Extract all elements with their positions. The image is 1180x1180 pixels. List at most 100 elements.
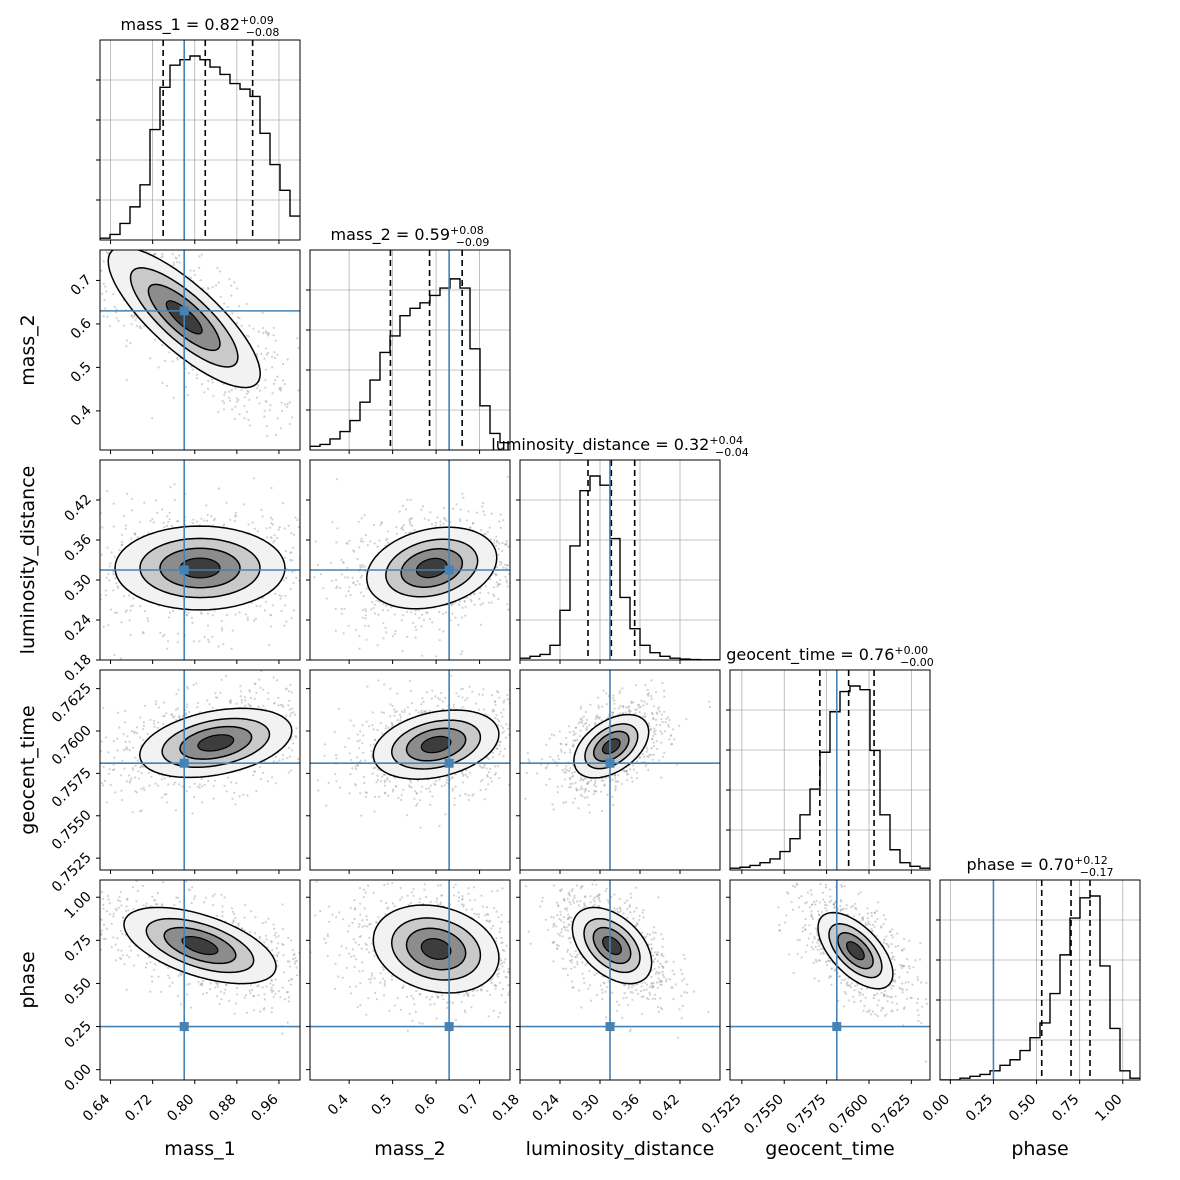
scatter-point (178, 783, 181, 786)
scatter-point (166, 515, 169, 518)
scatter-point (400, 710, 404, 713)
scatter-point (570, 775, 574, 778)
scatter-point (346, 566, 349, 569)
scatter-point (316, 623, 318, 625)
scatter-point (303, 633, 305, 635)
scatter-point (362, 776, 366, 779)
scatter-point (495, 541, 498, 544)
scatter-point (253, 682, 256, 685)
scatter-point (220, 678, 223, 681)
scatter-point (110, 551, 113, 554)
scatter-point (313, 726, 315, 728)
scatter-point (403, 711, 406, 714)
scatter-point (351, 767, 354, 770)
scatter-point (289, 551, 292, 554)
scatter-point (276, 375, 279, 378)
scatter-point (443, 507, 446, 510)
scatter-point (455, 692, 458, 695)
scatter-point (66, 185, 68, 187)
scatter-point (107, 214, 109, 216)
scatter-point (347, 590, 350, 593)
scatter-point (97, 728, 99, 730)
scatter-point (487, 601, 491, 604)
scatter-point (207, 640, 211, 643)
scatter-point (240, 701, 243, 704)
scatter-point (130, 323, 133, 326)
scatter-point (429, 784, 432, 787)
scatter-point (216, 696, 219, 699)
scatter-point (381, 732, 384, 735)
scatter-point (108, 325, 111, 328)
scatter-point (267, 332, 270, 335)
scatter-point (349, 759, 353, 762)
scatter-point (410, 517, 413, 520)
scatter-point (155, 700, 158, 703)
scatter-point (125, 609, 128, 612)
scatter-point (363, 530, 365, 532)
scatter-point (349, 593, 352, 597)
scatter-point (415, 792, 418, 795)
scatter-point (499, 560, 502, 563)
scatter-point (408, 713, 411, 716)
scatter-point (427, 519, 430, 522)
scatter-point (230, 389, 233, 392)
scatter-point (244, 704, 247, 707)
scatter-point (354, 767, 357, 771)
scatter-point (195, 682, 198, 685)
scatter-point (392, 790, 395, 793)
scatter-point (443, 516, 446, 520)
scatter-point (374, 738, 377, 742)
scatter-point (83, 206, 85, 208)
scatter-point (495, 573, 498, 576)
scatter-point (89, 549, 91, 551)
scatter-point (257, 330, 260, 333)
scatter-point (67, 229, 69, 231)
scatter-point (257, 345, 260, 348)
scatter-point (611, 795, 614, 798)
scatter-point (145, 229, 147, 231)
scatter-point (409, 531, 412, 534)
scatter-point (139, 766, 142, 769)
scatter-point (257, 705, 260, 708)
scatter-point (422, 700, 425, 703)
scatter-point (573, 797, 576, 800)
scatter-point (109, 608, 112, 611)
scatter-point (377, 679, 380, 682)
scatter-point (275, 679, 278, 682)
scatter-point (498, 583, 501, 586)
scatter-point (459, 520, 462, 523)
scatter-point (402, 788, 405, 791)
scatter-point (501, 715, 504, 718)
scatter-point (112, 768, 116, 771)
scatter-point (471, 522, 474, 525)
scatter-point (349, 719, 352, 722)
scatter-point (429, 511, 432, 514)
scatter-point (211, 614, 214, 617)
scatter-point (283, 527, 286, 530)
scatter-point (660, 741, 663, 744)
scatter-point (176, 358, 179, 361)
scatter-point (140, 772, 143, 775)
scatter-point (371, 711, 374, 714)
scatter-point (497, 691, 500, 694)
scatter-point (383, 779, 386, 782)
scatter-point (142, 631, 145, 634)
scatter-point (206, 286, 209, 289)
scatter-point (478, 693, 481, 696)
scatter-point (605, 692, 608, 695)
scatter-point (480, 529, 483, 532)
scatter-point (197, 785, 200, 788)
scatter-point (314, 754, 316, 756)
scatter-point (530, 734, 532, 736)
scatter-point (152, 253, 155, 256)
scatter-point (361, 616, 364, 619)
panel-frame (519, 459, 721, 661)
scatter-point (188, 710, 191, 714)
scatter-point (125, 746, 128, 749)
scatter-point (217, 410, 220, 413)
scatter-point (163, 359, 167, 362)
scatter-point (385, 631, 388, 634)
scatter-point (489, 538, 492, 541)
scatter-point (339, 586, 342, 590)
y-tick-label: 0.42 (61, 492, 94, 525)
